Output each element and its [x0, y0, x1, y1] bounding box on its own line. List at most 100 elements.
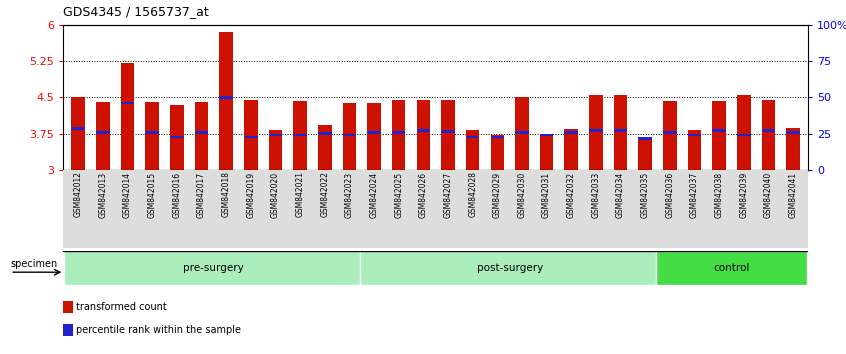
Bar — [244, 136, 257, 138]
Text: GSM842026: GSM842026 — [419, 171, 428, 218]
Text: specimen: specimen — [10, 259, 58, 269]
Bar — [540, 134, 553, 136]
Text: GSM842018: GSM842018 — [222, 171, 231, 217]
Bar — [466, 136, 480, 138]
Bar — [318, 132, 332, 135]
Text: GSM842022: GSM842022 — [321, 171, 329, 217]
Text: GSM842031: GSM842031 — [542, 171, 551, 218]
Bar — [639, 137, 652, 170]
Text: control: control — [713, 263, 750, 273]
Text: GSM842038: GSM842038 — [715, 171, 723, 218]
Bar — [712, 129, 726, 132]
Text: GSM842013: GSM842013 — [98, 171, 107, 218]
Bar — [146, 102, 159, 170]
Text: GSM842025: GSM842025 — [394, 171, 404, 218]
Bar — [219, 32, 233, 170]
Bar — [416, 100, 430, 170]
Bar — [540, 133, 553, 170]
Bar — [170, 105, 184, 170]
Bar — [442, 100, 455, 170]
Bar — [219, 96, 233, 99]
Bar — [688, 130, 701, 170]
Text: GSM842032: GSM842032 — [567, 171, 576, 218]
Bar — [614, 129, 628, 132]
Bar — [170, 136, 184, 138]
Text: percentile rank within the sample: percentile rank within the sample — [76, 325, 241, 335]
Text: post-surgery: post-surgery — [476, 263, 543, 273]
Text: GSM842034: GSM842034 — [616, 171, 625, 218]
Bar — [392, 100, 405, 170]
Bar — [195, 102, 208, 170]
Bar — [416, 129, 430, 132]
Bar — [195, 131, 208, 134]
Bar — [663, 101, 677, 170]
Bar — [269, 130, 283, 170]
Bar — [737, 134, 750, 136]
Bar — [589, 95, 602, 170]
Text: GSM842015: GSM842015 — [148, 171, 157, 218]
Bar — [294, 134, 307, 136]
Bar — [761, 100, 775, 170]
Text: GSM842041: GSM842041 — [788, 171, 798, 218]
Bar — [688, 134, 701, 136]
Text: GSM842028: GSM842028 — [468, 171, 477, 217]
Bar — [121, 63, 135, 170]
Bar — [639, 137, 652, 140]
Bar — [491, 135, 504, 170]
Text: GSM842017: GSM842017 — [197, 171, 206, 218]
Bar — [63, 301, 73, 314]
Text: GSM842020: GSM842020 — [271, 171, 280, 218]
Bar — [71, 97, 85, 170]
Bar — [564, 129, 578, 170]
Text: GSM842029: GSM842029 — [493, 171, 502, 218]
Text: GSM842014: GSM842014 — [123, 171, 132, 218]
Bar — [761, 129, 775, 132]
Bar — [787, 131, 800, 134]
Bar — [564, 131, 578, 134]
Bar — [392, 131, 405, 134]
Bar — [71, 127, 85, 130]
Bar — [712, 101, 726, 170]
Text: GSM842012: GSM842012 — [74, 171, 83, 217]
Bar — [64, 251, 364, 285]
Text: GSM842039: GSM842039 — [739, 171, 749, 218]
Bar — [515, 97, 529, 170]
Bar — [96, 102, 110, 170]
Bar — [343, 103, 356, 170]
Text: GSM842023: GSM842023 — [345, 171, 354, 218]
Bar — [656, 251, 807, 285]
Text: GSM842036: GSM842036 — [666, 171, 674, 218]
Bar — [515, 131, 529, 134]
Bar — [737, 95, 750, 170]
Text: GSM842037: GSM842037 — [690, 171, 699, 218]
Text: transformed count: transformed count — [76, 302, 167, 312]
Bar — [367, 131, 381, 134]
Text: GSM842021: GSM842021 — [295, 171, 305, 217]
Text: GSM842033: GSM842033 — [591, 171, 601, 218]
Text: pre-surgery: pre-surgery — [184, 263, 244, 273]
Bar — [269, 134, 283, 136]
Bar — [294, 101, 307, 170]
Bar — [244, 100, 257, 170]
Text: GDS4345 / 1565737_at: GDS4345 / 1565737_at — [63, 5, 209, 18]
Bar — [121, 102, 135, 104]
Bar — [442, 130, 455, 132]
Bar — [614, 95, 628, 170]
Bar — [343, 134, 356, 136]
Bar — [491, 136, 504, 138]
Bar — [146, 131, 159, 134]
Text: GSM842024: GSM842024 — [370, 171, 378, 218]
Text: GSM842035: GSM842035 — [640, 171, 650, 218]
Bar — [787, 128, 800, 170]
Bar — [663, 131, 677, 134]
Bar — [367, 103, 381, 170]
Text: GSM842019: GSM842019 — [246, 171, 255, 218]
Bar — [318, 125, 332, 170]
Text: GSM842030: GSM842030 — [518, 171, 526, 218]
Text: GSM842040: GSM842040 — [764, 171, 773, 218]
Text: GSM842027: GSM842027 — [443, 171, 453, 218]
Text: GSM842016: GSM842016 — [173, 171, 181, 218]
Bar — [360, 251, 659, 285]
Bar — [63, 324, 73, 336]
Bar — [96, 131, 110, 134]
